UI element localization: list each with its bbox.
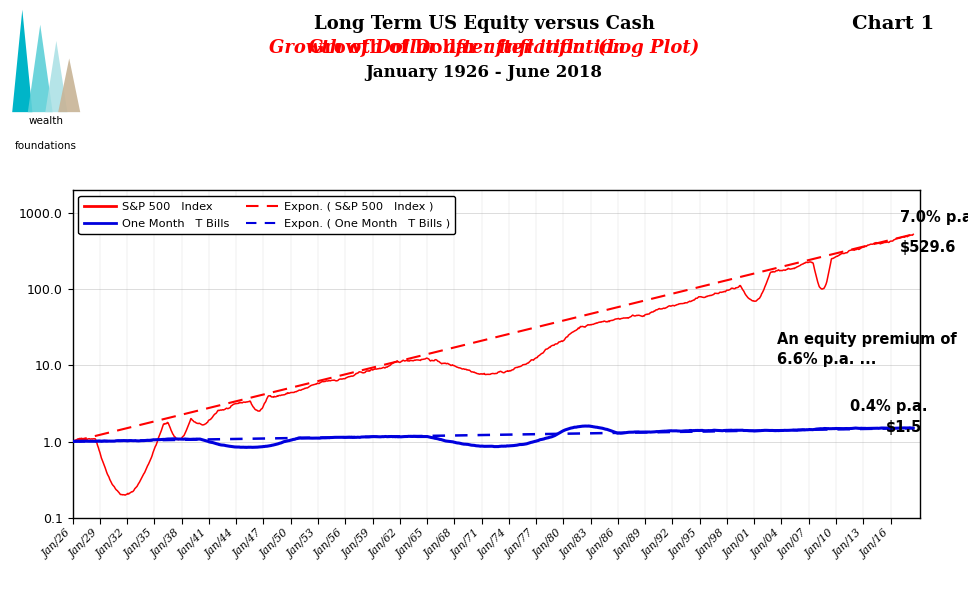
Text: 0.4% p.a.: 0.4% p.a. (850, 399, 927, 414)
Polygon shape (13, 10, 32, 112)
Text: Growth of Dollar after inflation  (Log Plot): Growth of Dollar after inflation (Log Pl… (269, 39, 699, 57)
Text: foundations: foundations (15, 141, 77, 151)
Polygon shape (58, 58, 80, 112)
Text: January 1926 - June 2018: January 1926 - June 2018 (366, 64, 602, 81)
Text: An equity premium of: An equity premium of (777, 332, 956, 347)
Text: Growth of Dollar: Growth of Dollar (310, 39, 484, 57)
Text: 7.0% p.a.: 7.0% p.a. (899, 210, 968, 225)
Text: Long Term US Equity versus Cash: Long Term US Equity versus Cash (314, 15, 654, 33)
Text: after inflation: after inflation (484, 39, 625, 57)
Text: Chart 1: Chart 1 (852, 15, 934, 33)
Text: $529.6: $529.6 (899, 240, 956, 255)
Text: 6.6% p.a. ...: 6.6% p.a. ... (777, 352, 876, 367)
Text: wealth: wealth (29, 116, 64, 126)
Legend: S&P 500   Index, One Month   T Bills, Expon. ( S&P 500   Index ), Expon. ( One M: S&P 500 Index, One Month T Bills, Expon.… (78, 196, 455, 234)
Text: $1.5: $1.5 (886, 420, 923, 436)
Polygon shape (28, 24, 52, 112)
Polygon shape (45, 41, 68, 112)
